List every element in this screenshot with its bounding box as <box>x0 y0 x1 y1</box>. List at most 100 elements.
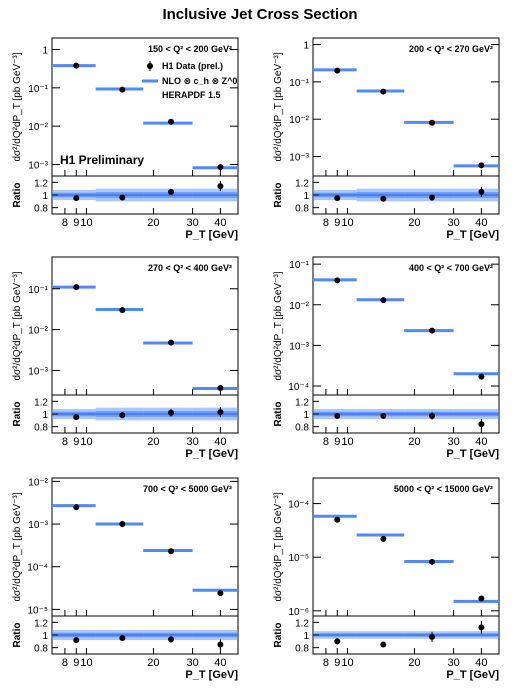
q2-bin-label: 5000 < Q² < 15000 GeV² <box>394 484 493 494</box>
y-tick-label: 1 <box>42 46 48 57</box>
main-frame <box>51 256 239 396</box>
ratio-tick-label: 0.8 <box>34 423 48 434</box>
y-tick-label: 10⁻³ <box>28 160 48 171</box>
x-tick-label: 9 <box>334 436 340 448</box>
x-tick-label: 30 <box>186 657 198 669</box>
y-axis-label: dσ²/dQ²dP_T [pb GeV⁻³] <box>12 271 23 380</box>
ratio-tick-label: 1 <box>303 631 309 642</box>
x-tick-label: 8 <box>62 657 68 669</box>
y-tick-label: 10⁻³ <box>28 366 48 377</box>
chart-panel-5: 10⁻² 10⁻³ 10⁻⁴ 10⁻⁵ 1.2 1 0.8 8 9 10 20 30 40P_T [Ge… <box>12 477 239 681</box>
ratio-point <box>119 635 126 642</box>
x-axis-label: P_T [GeV] <box>185 448 238 460</box>
y-axis-label: dσ²/dQ²dP_T [pb GeV⁻³] <box>12 492 23 601</box>
x-tick-label: 8 <box>62 436 68 448</box>
ratio-point <box>380 195 387 202</box>
ratio-point <box>217 183 224 190</box>
ratio-tick-label: 1 <box>42 191 48 202</box>
data-point <box>334 516 341 523</box>
x-tick-label: 30 <box>447 217 459 229</box>
y-tick-label: 10⁻² <box>28 122 48 133</box>
ratio-point <box>168 188 175 195</box>
ratio-axis-label: Ratio <box>273 183 284 208</box>
ratio-point <box>429 633 436 640</box>
data-point <box>168 548 175 555</box>
chart-panel-2: 1 10⁻¹ 10⁻² 10⁻³ 1.2 1 0.8 8 9 10 20 30 40P_T [GeV] d… <box>273 37 500 241</box>
x-tick-label: 20 <box>408 657 420 669</box>
x-tick-label: 9 <box>73 436 79 448</box>
chart-panel-3: 10⁻¹ 10⁻² 10⁻³ 1.2 1 0.8 8 9 10 20 30 40P_T [GeV] dσ… <box>12 256 239 460</box>
data-point <box>380 535 387 542</box>
x-tick-label: 20 <box>147 436 159 448</box>
ratio-tick-label: 1.2 <box>295 178 309 189</box>
ratio-axis-label: Ratio <box>273 623 284 648</box>
x-tick-label: 8 <box>323 436 329 448</box>
data-point <box>119 307 126 314</box>
data-point <box>334 67 341 74</box>
x-tick-label: 8 <box>62 217 68 229</box>
data-point <box>429 119 436 126</box>
ratio-tick-label: 0.8 <box>295 644 309 655</box>
y-tick-label: 10⁻² <box>28 326 48 337</box>
x-tick-label: 40 <box>214 436 226 448</box>
chart-panel-1: 1 10⁻¹ 10⁻² 10⁻³ 1.2 1 0.8 8 9 10 20 30 40P_T [GeV] d… <box>12 37 239 241</box>
y-tick-label: 10⁻⁴ <box>27 563 48 574</box>
x-tick-label: 40 <box>214 657 226 669</box>
data-point <box>217 385 224 392</box>
main-frame <box>312 477 500 617</box>
x-tick-label: 9 <box>334 657 340 669</box>
x-tick-label: 40 <box>214 217 226 229</box>
q2-bin-label: 400 < Q² < 700 GeV² <box>409 263 493 273</box>
y-tick-label: 10⁻³ <box>28 520 48 531</box>
data-point <box>168 118 175 125</box>
y-tick-label: 10⁻¹ <box>289 78 309 89</box>
x-axis-label: P_T [GeV] <box>185 669 238 681</box>
chart-panel-6: 10⁻⁴ 10⁻⁵ 10⁻⁶1.2 1 0.8 8 9 10 20 30 40P_T [GeV] dσ… <box>273 477 500 681</box>
ratio-tick-label: 1 <box>42 410 48 421</box>
ratio-point <box>217 409 224 416</box>
ratio-point <box>73 637 80 644</box>
x-tick-label: 20 <box>408 436 420 448</box>
y-tick-label: 10⁻² <box>289 301 309 312</box>
data-point <box>73 504 80 511</box>
q2-bin-label: 150 < Q² < 200 GeV² <box>148 44 232 54</box>
ratio-tick-label: 1 <box>42 631 48 642</box>
ratio-point <box>478 188 485 195</box>
data-point <box>73 62 80 69</box>
y-tick-label: 10⁻⁴ <box>288 500 309 511</box>
ratio-point <box>168 636 175 643</box>
ratio-point <box>73 195 80 202</box>
ratio-point <box>429 412 436 419</box>
y-tick-label: 10⁻³ <box>289 152 309 163</box>
x-tick-label: 10 <box>341 217 353 229</box>
data-point <box>119 86 126 93</box>
ratio-tick-label: 0.8 <box>34 204 48 215</box>
y-tick-label: 10⁻¹ <box>28 285 48 296</box>
ratio-tick-label: 1.2 <box>295 618 309 629</box>
x-tick-label: 20 <box>408 217 420 229</box>
y-tick-label: 10⁻⁶ <box>288 607 309 618</box>
data-point <box>380 297 387 304</box>
ratio-point <box>217 641 224 648</box>
data-point <box>380 88 387 95</box>
ratio-axis-label: Ratio <box>12 402 23 427</box>
y-axis-label: dσ²/dQ²dP_T [pb GeV⁻³] <box>273 492 284 601</box>
x-tick-label: 40 <box>475 217 487 229</box>
x-axis-label: P_T [GeV] <box>446 448 499 460</box>
ratio-tick-label: 1.2 <box>34 178 48 189</box>
ratio-point <box>168 409 175 416</box>
x-tick-label: 10 <box>80 657 92 669</box>
legend-pdf-label: HERAPDF 1.5 <box>162 90 221 100</box>
ratio-tick-label: 0.8 <box>34 644 48 655</box>
ratio-point <box>73 414 80 421</box>
ratio-point <box>429 194 436 201</box>
legend-data-label: H1 Data (prel.) <box>162 61 223 71</box>
y-tick-label: 10⁻⁵ <box>27 605 48 616</box>
x-tick-label: 40 <box>475 657 487 669</box>
y-tick-label: 10⁻⁴ <box>288 382 309 393</box>
data-point <box>217 590 224 597</box>
ratio-axis-label: Ratio <box>12 623 23 648</box>
ratio-tick-label: 0.8 <box>295 204 309 215</box>
ratio-point <box>334 638 341 645</box>
